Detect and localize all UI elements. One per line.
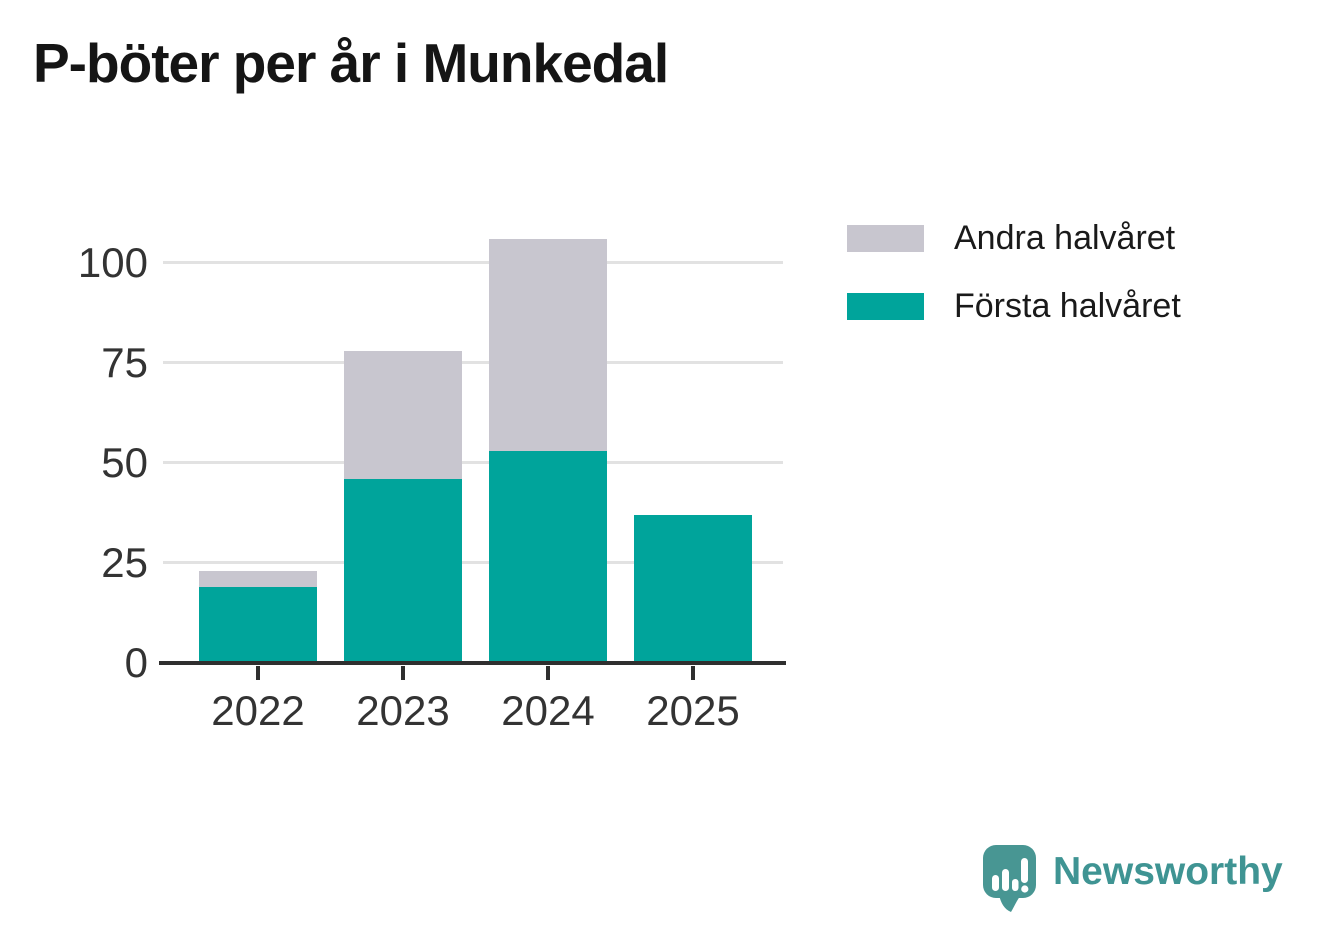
x-tick-label-2025: 2025 — [646, 687, 740, 734]
bar-segment-2024-f-rsta-halv-ret — [489, 451, 607, 663]
gridline-50 — [163, 461, 783, 464]
y-tick-label-50: 50 — [101, 439, 148, 486]
legend-swatch — [847, 225, 924, 252]
axis-tick-2025 — [691, 666, 695, 680]
legend-label: Första halvåret — [954, 287, 1181, 325]
legend-label: Andra halvåret — [954, 219, 1176, 257]
legend-row-f-rsta-halv-ret: Första halvåret — [847, 287, 1181, 326]
bar-2025 — [634, 515, 752, 663]
gridline-25 — [163, 561, 783, 564]
bar-2022 — [199, 571, 317, 663]
bar-segment-2022-f-rsta-halv-ret — [199, 587, 317, 663]
y-tick-label-0: 0 — [124, 639, 148, 686]
axis-tick-2022 — [256, 666, 260, 680]
bar-segment-2023-andra-halv-ret — [344, 351, 462, 479]
bar-2024 — [489, 239, 607, 663]
bar-segment-2023-f-rsta-halv-ret — [344, 479, 462, 663]
y-tick-label-75: 75 — [101, 339, 148, 386]
y-tick-label-25: 25 — [101, 539, 148, 586]
x-tick-label-2024: 2024 — [501, 687, 595, 734]
gridline-75 — [163, 361, 783, 364]
gridline-100 — [163, 261, 783, 264]
bar-2023 — [344, 351, 462, 663]
brand-footer: Newsworthy — [983, 845, 1283, 915]
plot-area — [159, 199, 786, 665]
bar-segment-2022-andra-halv-ret — [199, 571, 317, 587]
legend: Andra halvåret Första halvåret — [847, 219, 1181, 355]
chart-title: P-böter per år i Munkedal — [33, 32, 669, 94]
axis-tick-2024 — [546, 666, 550, 680]
bar-segment-2025-f-rsta-halv-ret — [634, 515, 752, 663]
x-tick-label-2022: 2022 — [211, 687, 305, 734]
newsworthy-wordmark: Newsworthy — [1053, 850, 1283, 893]
legend-row-andra-halv-ret: Andra halvåret — [847, 219, 1181, 258]
x-tick-label-2023: 2023 — [356, 687, 450, 734]
bar-segment-2024-andra-halv-ret — [489, 239, 607, 451]
y-tick-label-100: 100 — [77, 239, 148, 286]
axis-tick-2023 — [401, 666, 405, 680]
newsworthy-logo-icon — [983, 845, 1036, 912]
x-axis-line — [159, 661, 786, 665]
legend-swatch — [847, 293, 924, 320]
